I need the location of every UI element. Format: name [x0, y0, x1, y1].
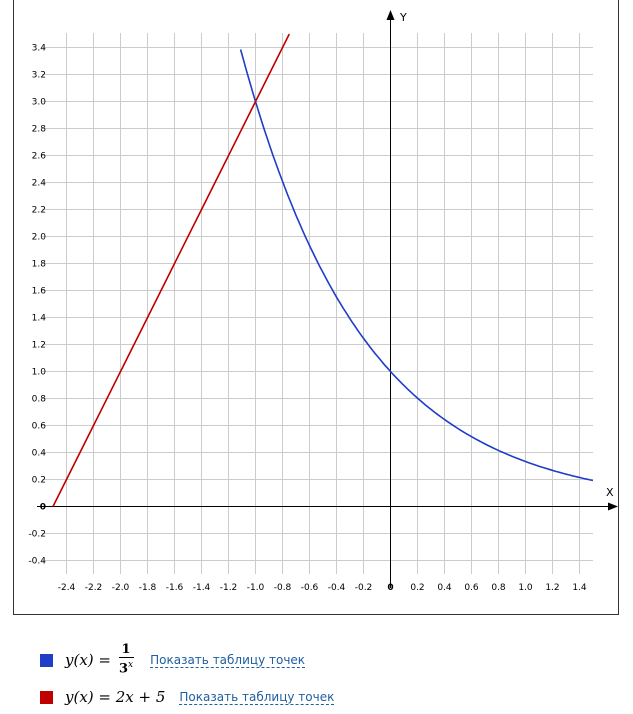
show-points-table-link-2[interactable]: Показать таблицу точек — [179, 689, 335, 705]
x-tick-label: 1.2 — [545, 583, 559, 593]
x-tick-label: 1.0 — [518, 583, 533, 593]
chart-frame — [13, 0, 619, 615]
x-tick-label: -1.4 — [193, 583, 211, 593]
y-tick-label: 2.8 — [32, 125, 47, 135]
y-tick-label: 0.2 — [32, 476, 46, 486]
formula-1-base: 3 — [118, 661, 129, 677]
y-tick-label: 0.8 — [32, 395, 47, 405]
x-tick-label: -2.2 — [85, 583, 103, 593]
y-tick-label: 2.4 — [32, 179, 47, 189]
x-tick-label: 0.8 — [491, 583, 506, 593]
formula-1-numerator: 1 — [118, 643, 134, 659]
x-axis-arrow-icon — [608, 502, 618, 511]
x-tick-label: -1.6 — [166, 583, 184, 593]
y-axis-arrow-icon — [386, 10, 395, 20]
y-tick-label: 2.0 — [32, 233, 47, 243]
y-tick-label: 0.6 — [32, 422, 47, 432]
y-tick-label: 3.4 — [32, 44, 47, 54]
y-tick-label: 3.2 — [32, 71, 46, 81]
y-tick-label: 1.4 — [32, 314, 47, 324]
legend-row-1: y(x) = 1 3x Показать таблицу точек — [40, 643, 306, 677]
x-tick-label: -2.4 — [58, 583, 76, 593]
x-tick-label: 1.4 — [572, 583, 587, 593]
function-plot: X Y -2.4 -2.2 -2.0 -1.8 -1.6 -1.4 -1.2 -1.0 -0.8 -0… — [28, 10, 618, 593]
x-tick-label: 0.6 — [464, 583, 479, 593]
x-tick-label: 0.4 — [437, 583, 452, 593]
legend-swatch-2 — [40, 690, 53, 704]
x-tick-label: -1.8 — [139, 583, 157, 593]
x-axis-label: X — [606, 486, 614, 499]
y-tick-label: 2.2 — [32, 206, 46, 216]
y-tick-label: 0 — [40, 503, 46, 513]
x-tick-label: -2.0 — [112, 583, 130, 593]
formula-1-denominator: 3x — [116, 658, 136, 676]
y-tick-label: 1.2 — [32, 341, 46, 351]
show-points-table-link-1[interactable]: Показать таблицу точек — [150, 652, 306, 668]
x-tick-label: -0.4 — [328, 583, 346, 593]
x-tick-label: -0.8 — [274, 583, 292, 593]
legend-swatch-1 — [40, 653, 53, 667]
y-tick-label: 1.8 — [32, 260, 47, 270]
x-tick-label: -0.2 — [355, 583, 373, 593]
formula-1-exponent: x — [128, 660, 134, 671]
legend-row-2: y(x) = 2x + 5 Показать таблицу точек — [40, 685, 335, 709]
formula-1-lhs: y(x) = — [65, 651, 111, 669]
y-tick-label: 1.6 — [32, 287, 47, 297]
y-tick-label: 1.0 — [32, 368, 47, 378]
x-tick-label: -0.6 — [301, 583, 319, 593]
series-line-1 — [239, 49, 594, 482]
y-tick-label: -0.4 — [28, 557, 46, 567]
y-tick-label: 2.6 — [32, 152, 47, 162]
series-line-2 — [52, 33, 291, 507]
x-tick-label: -1.2 — [220, 583, 238, 593]
y-axis-label: Y — [399, 11, 407, 24]
formula-1-fraction: 1 3x — [116, 643, 136, 677]
y-tick-label: 3.0 — [32, 98, 47, 108]
x-tick-label: 0 — [387, 583, 393, 593]
x-tick-label: -1.0 — [247, 583, 265, 593]
legend-formula-2: y(x) = 2x + 5 — [65, 688, 166, 706]
y-tick-label: 0.4 — [32, 449, 47, 459]
y-tick-label: -0.2 — [28, 530, 46, 540]
legend-formula-1: y(x) = 1 3x — [65, 643, 136, 677]
x-tick-label: 0.2 — [410, 583, 424, 593]
